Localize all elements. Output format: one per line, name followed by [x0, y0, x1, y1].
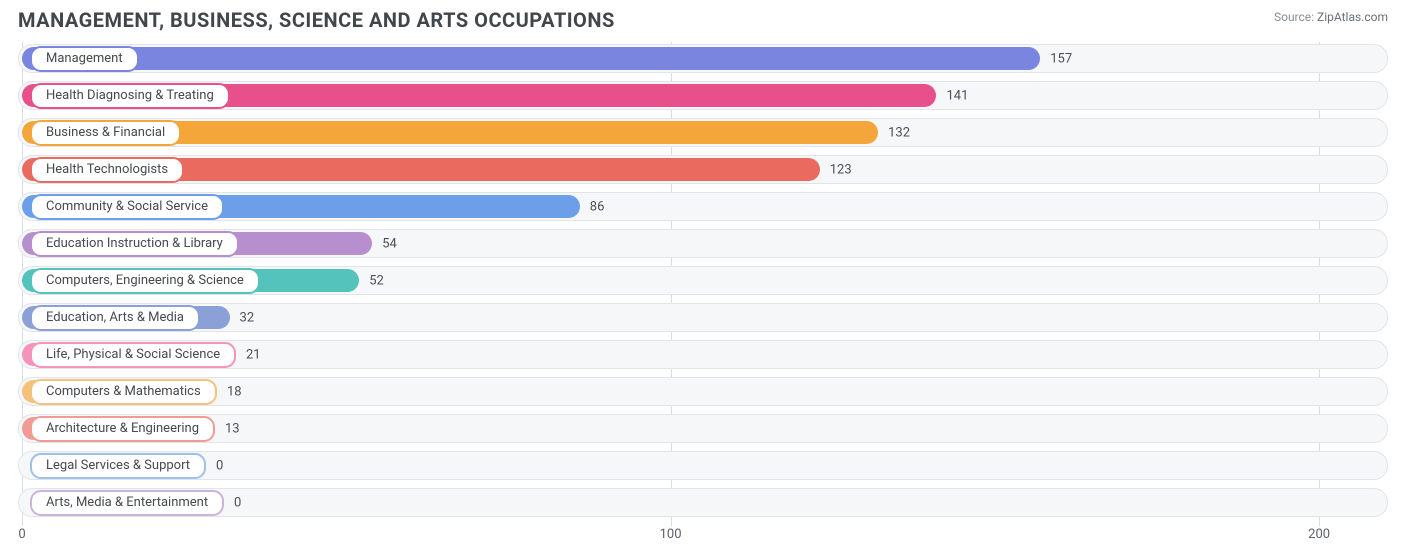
- bar-value: 86: [590, 199, 605, 214]
- bar-label-pill: Computers & Mathematics: [30, 379, 217, 405]
- bar-label-pill: Health Technologists: [30, 157, 184, 183]
- bar-label-pill: Community & Social Service: [30, 194, 224, 220]
- bar-value: 32: [240, 310, 255, 325]
- bar-label-pill: Health Diagnosing & Treating: [30, 83, 230, 109]
- bar-value: 157: [1050, 51, 1072, 66]
- bars-container: Management 157 Health Diagnosing & Treatin…: [18, 42, 1388, 519]
- bar-label-pill: Business & Financial: [30, 120, 181, 146]
- bar-fill: [22, 47, 1040, 70]
- bar-row: Arts, Media & Entertainment 0: [18, 486, 1388, 519]
- source-value: ZipAtlas.com: [1317, 10, 1388, 24]
- chart-header: MANAGEMENT, BUSINESS, SCIENCE AND ARTS O…: [0, 0, 1406, 36]
- bar-value: 52: [369, 273, 384, 288]
- bar-row: Business & Financial 132: [18, 116, 1388, 149]
- bar-value: 123: [830, 162, 852, 177]
- bar-value: 13: [225, 421, 240, 436]
- bar-row: Legal Services & Support 0: [18, 449, 1388, 482]
- bar-row: Computers & Mathematics 18: [18, 375, 1388, 408]
- bar-track: [18, 451, 1388, 480]
- bar-label-pill: Arts, Media & Entertainment: [30, 490, 224, 516]
- source-label: Source:: [1274, 10, 1314, 24]
- bar-label-pill: Education Instruction & Library: [30, 231, 239, 257]
- x-tick: 200: [1308, 527, 1330, 542]
- bar-label-pill: Legal Services & Support: [30, 453, 206, 479]
- bar-value: 54: [382, 236, 397, 251]
- bar-value: 132: [888, 125, 910, 140]
- bar-row: Computers, Engineering & Science 52: [18, 264, 1388, 297]
- bar-row: Management 157: [18, 42, 1388, 75]
- x-tick: 100: [660, 527, 682, 542]
- bar-value: 0: [234, 495, 241, 510]
- chart-title: MANAGEMENT, BUSINESS, SCIENCE AND ARTS O…: [18, 8, 615, 32]
- chart-source: Source: ZipAtlas.com: [1274, 8, 1388, 24]
- bar-label-pill: Computers, Engineering & Science: [30, 268, 260, 294]
- bar-value: 18: [227, 384, 242, 399]
- bar-row: Architecture & Engineering 13: [18, 412, 1388, 445]
- bar-value: 141: [946, 88, 968, 103]
- bar-row: Education, Arts & Media 32: [18, 301, 1388, 334]
- bar-label-pill: Management: [30, 46, 139, 72]
- x-tick: 0: [18, 527, 25, 542]
- bar-label-pill: Education, Arts & Media: [30, 305, 200, 331]
- bar-row: Life, Physical & Social Science 21: [18, 338, 1388, 371]
- bar-row: Health Technologists 123: [18, 153, 1388, 186]
- bar-value: 21: [246, 347, 261, 362]
- bar-row: Health Diagnosing & Treating 141: [18, 79, 1388, 112]
- bar-label-pill: Architecture & Engineering: [30, 416, 215, 442]
- bar-track: [18, 377, 1388, 406]
- chart-area: Management 157 Health Diagnosing & Treatin…: [18, 42, 1388, 550]
- bar-track: [18, 414, 1388, 443]
- bar-row: Community & Social Service 86: [18, 190, 1388, 223]
- bar-label-pill: Life, Physical & Social Science: [30, 342, 236, 368]
- x-axis: 0 100 200: [18, 523, 1388, 547]
- bar-value: 0: [216, 458, 223, 473]
- bar-row: Education Instruction & Library 54: [18, 227, 1388, 260]
